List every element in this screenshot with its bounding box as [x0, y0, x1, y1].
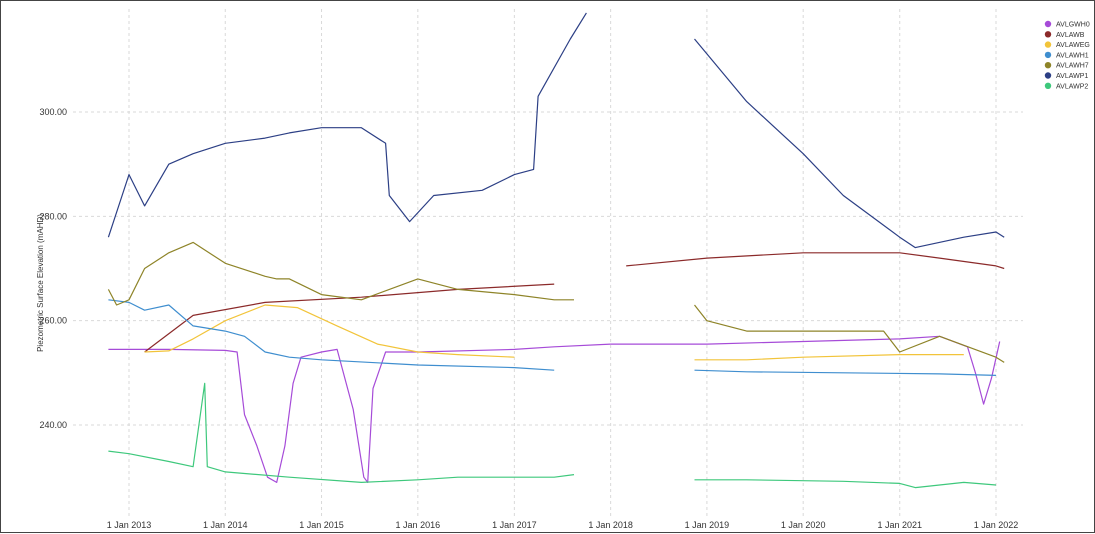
legend-swatch [1044, 20, 1052, 28]
series-avlawh7 [107, 241, 1005, 363]
x-tick-label: 1 Jan 2018 [588, 520, 633, 530]
legend-item[interactable]: AVLAWB [1044, 31, 1085, 39]
x-tick-label: 1 Jan 2016 [396, 520, 441, 530]
series-line [108, 299, 555, 371]
legend: AVLGWH0 AVLAWB AVLAWEG AVLAWH1 AVLAWH7 AVLAWP… [1044, 20, 1090, 91]
legend-item[interactable]: AVLAWP1 [1044, 72, 1089, 80]
legend-item[interactable]: AVLAWH1 [1044, 51, 1089, 60]
series-line [107, 12, 587, 238]
series-line [626, 252, 1005, 270]
x-tick-label: 1 Jan 2019 [685, 520, 730, 530]
series-line [694, 354, 964, 361]
series-line [694, 369, 997, 376]
series-layer [107, 12, 1005, 489]
y-tick-labels: 240.00 260.00 280.00 300.00 [39, 107, 67, 430]
x-tick-label: 1 Jan 2022 [974, 520, 1019, 530]
series-avlaweg [144, 304, 964, 361]
legend-label: AVLGWH0 [1056, 22, 1090, 29]
legend-swatch [1044, 51, 1052, 59]
series-line [108, 343, 611, 483]
legend-item[interactable]: AVLAWEG [1044, 41, 1090, 49]
legend-swatch [1044, 41, 1052, 48]
series-line [610, 335, 1001, 405]
series-avlawh1 [108, 299, 997, 376]
legend-item[interactable]: AVLAWP2 [1044, 82, 1089, 91]
y-gridlines [73, 111, 1023, 426]
series-line [107, 241, 574, 306]
x-tick-label: 1 Jan 2015 [299, 520, 344, 530]
x-tick-label: 1 Jan 2014 [203, 520, 248, 530]
legend-label: AVLAWEG [1056, 42, 1090, 49]
y-tick-label: 240.00 [39, 420, 67, 430]
legend-swatch [1044, 61, 1052, 69]
x-gridlines [128, 9, 997, 516]
y-tick-label: 260.00 [39, 316, 67, 326]
series-avlawp1 [107, 12, 1005, 249]
legend-swatch [1044, 82, 1052, 90]
series-line [694, 304, 1005, 363]
legend-label: AVLAWH7 [1056, 63, 1089, 70]
legend-label: AVLAWB [1056, 32, 1085, 39]
x-tick-label: 1 Jan 2021 [877, 520, 922, 530]
series-avlawp2 [108, 382, 997, 489]
x-tick-labels: 1 Jan 2013 1 Jan 2014 1 Jan 2015 1 Jan 2016… [107, 520, 1019, 530]
series-line [144, 304, 515, 358]
series-avlgwh0 [108, 335, 1001, 483]
series-line [144, 283, 555, 353]
legend-swatch [1044, 72, 1052, 79]
y-axis-title: Piezometric Surface Elevation (mAHD) [36, 214, 45, 352]
x-tick-label: 1 Jan 2020 [781, 520, 826, 530]
legend-swatch [1044, 31, 1052, 38]
legend-item[interactable]: AVLAWH7 [1044, 61, 1089, 70]
x-tick-label: 1 Jan 2017 [492, 520, 537, 530]
series-line [694, 38, 1005, 249]
x-tick-label: 1 Jan 2013 [107, 520, 152, 530]
legend-label: AVLAWP1 [1056, 73, 1088, 80]
legend-item[interactable]: AVLGWH0 [1044, 20, 1090, 29]
legend-label: AVLAWH1 [1056, 52, 1089, 59]
series-line [694, 479, 997, 489]
series-line [108, 382, 575, 483]
y-tick-label: 280.00 [39, 211, 67, 221]
series-avlawb [144, 252, 1005, 353]
y-tick-label: 300.00 [39, 107, 67, 117]
legend-label: AVLAWP2 [1056, 83, 1088, 90]
